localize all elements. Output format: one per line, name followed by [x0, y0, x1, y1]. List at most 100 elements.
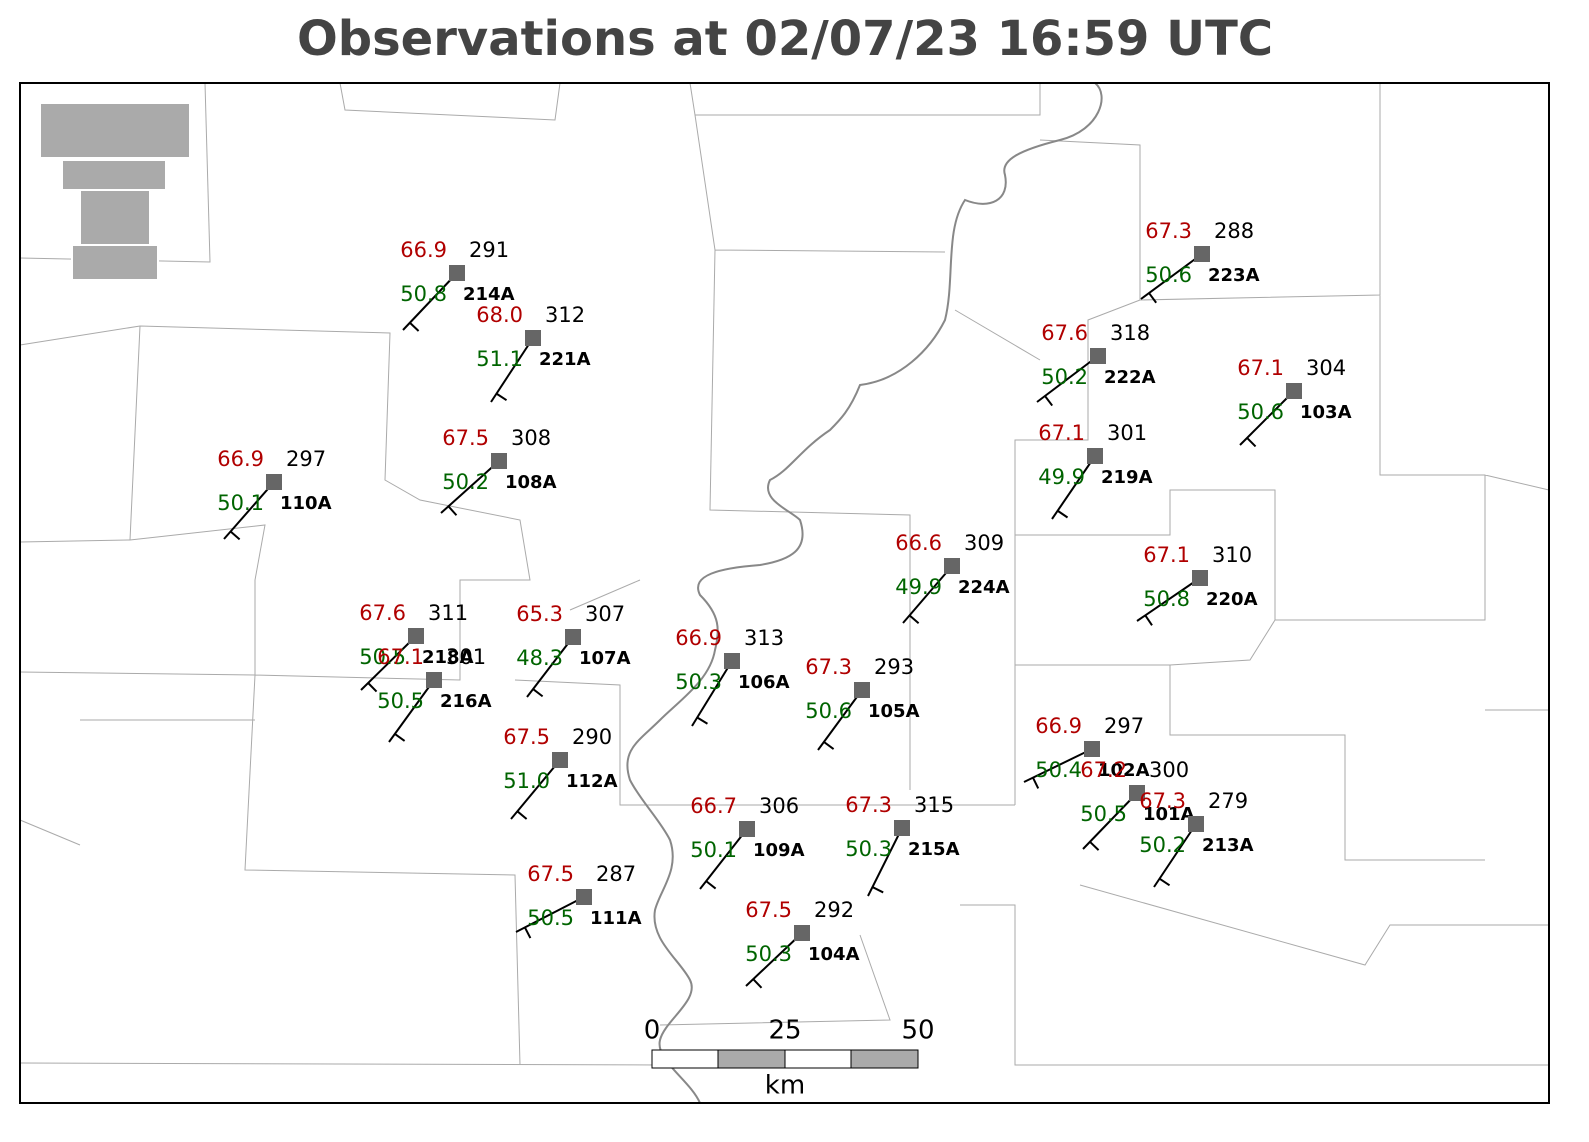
pressure: 292 [814, 898, 854, 922]
station-marker [449, 265, 465, 281]
wind-barb-tick [367, 682, 378, 693]
wind-barb [745, 932, 803, 987]
wind-barb-tick [229, 530, 241, 541]
pressure: 306 [759, 794, 799, 818]
wind-barb-tick [872, 886, 884, 894]
wind-barb [1051, 455, 1096, 520]
station-id: 107A [579, 648, 631, 669]
dewpoint: 50.6 [805, 699, 852, 723]
pressure: 304 [1306, 356, 1346, 380]
wind-barb-tick [1246, 437, 1257, 448]
temperature: 66.6 [895, 531, 942, 555]
station-marker [491, 453, 507, 469]
wind-barb-tick [1144, 614, 1153, 626]
pressure: 279 [1208, 789, 1248, 813]
station-marker [552, 752, 568, 768]
station-marker [944, 558, 960, 574]
wind-barb-tick [1158, 877, 1171, 887]
wind-barb-tick [752, 978, 763, 989]
dewpoint: 50.4 [1035, 758, 1082, 782]
dewpoint: 50.3 [845, 837, 892, 861]
station-marker [1192, 570, 1208, 586]
wind-barb-tick [908, 614, 920, 624]
wind-barb-tick [495, 392, 508, 402]
wind-barb [223, 481, 275, 540]
wind-barb-tick [516, 810, 528, 820]
temperature: 67.3 [805, 655, 852, 679]
dewpoint: 51.1 [476, 347, 523, 371]
station-id: 103A [1300, 402, 1352, 423]
temperature: 67.3 [1145, 219, 1192, 243]
pressure: 287 [596, 862, 636, 886]
pressure: 312 [545, 303, 585, 327]
river [626, 82, 1103, 1104]
wind-barb-tick [1044, 395, 1054, 407]
wind-barb [1153, 823, 1197, 888]
station-id: 106A [738, 672, 790, 693]
temperature: 67.6 [359, 601, 406, 625]
pressure: 291 [469, 238, 509, 262]
wind-barb [1036, 355, 1099, 403]
wind-barb-tick [394, 733, 406, 742]
station-id: 108A [505, 472, 557, 493]
station-marker [426, 672, 442, 688]
title: Observations at 02/07/23 16:59 UTC [297, 11, 1273, 67]
wind-barb [1136, 577, 1201, 622]
temperature: 67.5 [527, 862, 574, 886]
dewpoint: 48.3 [516, 646, 563, 670]
pressure: 297 [286, 447, 326, 471]
dewpoint: 50.3 [745, 942, 792, 966]
dewpoint: 50.5 [359, 645, 406, 669]
dewpoint: 50.2 [1139, 833, 1186, 857]
pressure: 315 [914, 793, 954, 817]
station-marker [854, 682, 870, 698]
station-id: 213A [1202, 835, 1254, 856]
station-marker [794, 925, 810, 941]
pressure: 307 [585, 602, 625, 626]
dewpoint: 50.6 [1145, 263, 1192, 287]
temperature: 67.1 [1038, 421, 1085, 445]
wind-barb [1140, 253, 1203, 300]
temperature: 66.9 [675, 626, 722, 650]
dewpoint: 50.2 [442, 470, 489, 494]
pressure: 300 [1149, 758, 1189, 782]
station-id: 221A [539, 349, 591, 370]
station-marker [1084, 741, 1100, 757]
temperature: 67.3 [845, 793, 892, 817]
wind-barb-tick [1148, 292, 1157, 304]
station-marker [1090, 348, 1106, 364]
logo [39, 102, 191, 281]
dewpoint: 50.1 [690, 838, 737, 862]
station-marker [565, 629, 581, 645]
dewpoint: 50.5 [377, 689, 424, 713]
temperature: 67.6 [1041, 321, 1088, 345]
wind-barb [1082, 792, 1138, 850]
wind-barb [402, 272, 458, 331]
temperature: 67.5 [503, 725, 550, 749]
pressure: 311 [428, 601, 468, 625]
wind-barb [867, 827, 903, 897]
wind-barb [510, 759, 561, 820]
station-id: 222A [1104, 367, 1156, 388]
dewpoint: 51.0 [503, 769, 550, 793]
scale-label: 0 [644, 1016, 661, 1046]
wind-barb-tick [1089, 841, 1100, 851]
map-frame [19, 82, 1550, 1104]
station-id: 216A [440, 691, 492, 712]
station-marker [739, 821, 755, 837]
station-id: 102A [1098, 760, 1150, 781]
pressure: 288 [1214, 219, 1254, 243]
station-marker [1087, 448, 1103, 464]
wind-barb [699, 828, 748, 890]
dewpoint: 50.2 [1041, 365, 1088, 389]
temperature: 68.0 [476, 303, 523, 327]
temperature: 67.3 [1139, 789, 1186, 813]
scale-label: 50 [901, 1016, 934, 1046]
pressure: 297 [1104, 714, 1144, 738]
wind-barb [691, 660, 733, 727]
station-marker [1188, 816, 1204, 832]
wind-barb-tick [532, 688, 544, 698]
station-id: 112A [566, 771, 618, 792]
